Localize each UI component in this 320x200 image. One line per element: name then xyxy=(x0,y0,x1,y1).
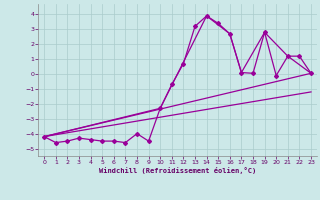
X-axis label: Windchill (Refroidissement éolien,°C): Windchill (Refroidissement éolien,°C) xyxy=(99,167,256,174)
